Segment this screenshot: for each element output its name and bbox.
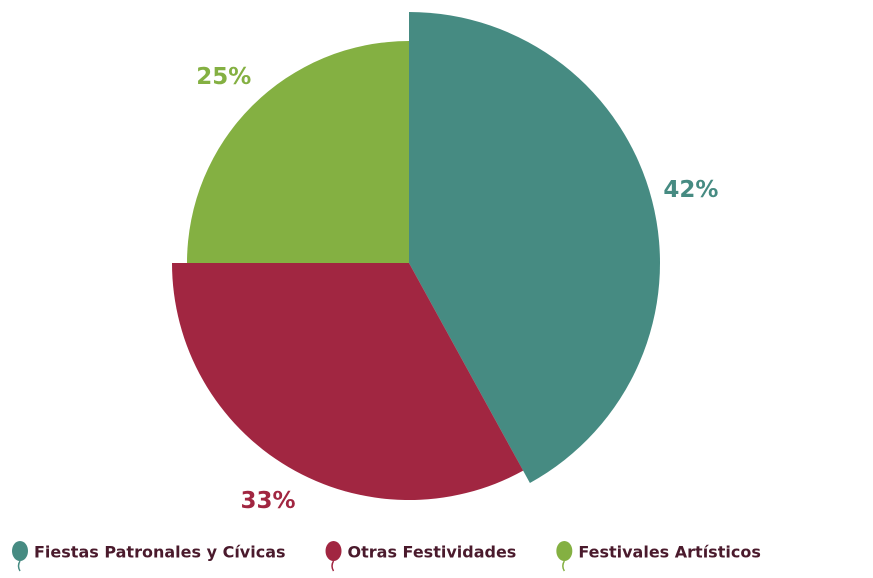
legend-item: Otras Festividades (325, 541, 517, 572)
legend-label: Festivales Artísticos (578, 543, 761, 562)
legend-balloon (12, 541, 28, 561)
legend-balloon (556, 541, 573, 561)
legend-item: Fiestas Patronales y Cívicas (12, 541, 286, 572)
slice-label: 33% (240, 488, 295, 514)
legend: Fiestas Patronales y Cívicas Otras Festiv… (12, 541, 761, 572)
legend-item: Festivales Artísticos (556, 541, 761, 572)
legend-label: Fiestas Patronales y Cívicas (34, 543, 286, 562)
pie-slice (187, 41, 409, 263)
legend-balloon (325, 541, 342, 561)
pie-slice (171, 263, 524, 500)
legend-balloon-string (562, 560, 565, 572)
legend-balloon-string (331, 560, 335, 572)
legend-balloon-string (17, 560, 21, 572)
slice-label: 42% (663, 177, 718, 203)
legend-label: Otras Festividades (348, 543, 517, 562)
slice-label: 25% (196, 64, 251, 90)
pie-slice (409, 12, 661, 483)
